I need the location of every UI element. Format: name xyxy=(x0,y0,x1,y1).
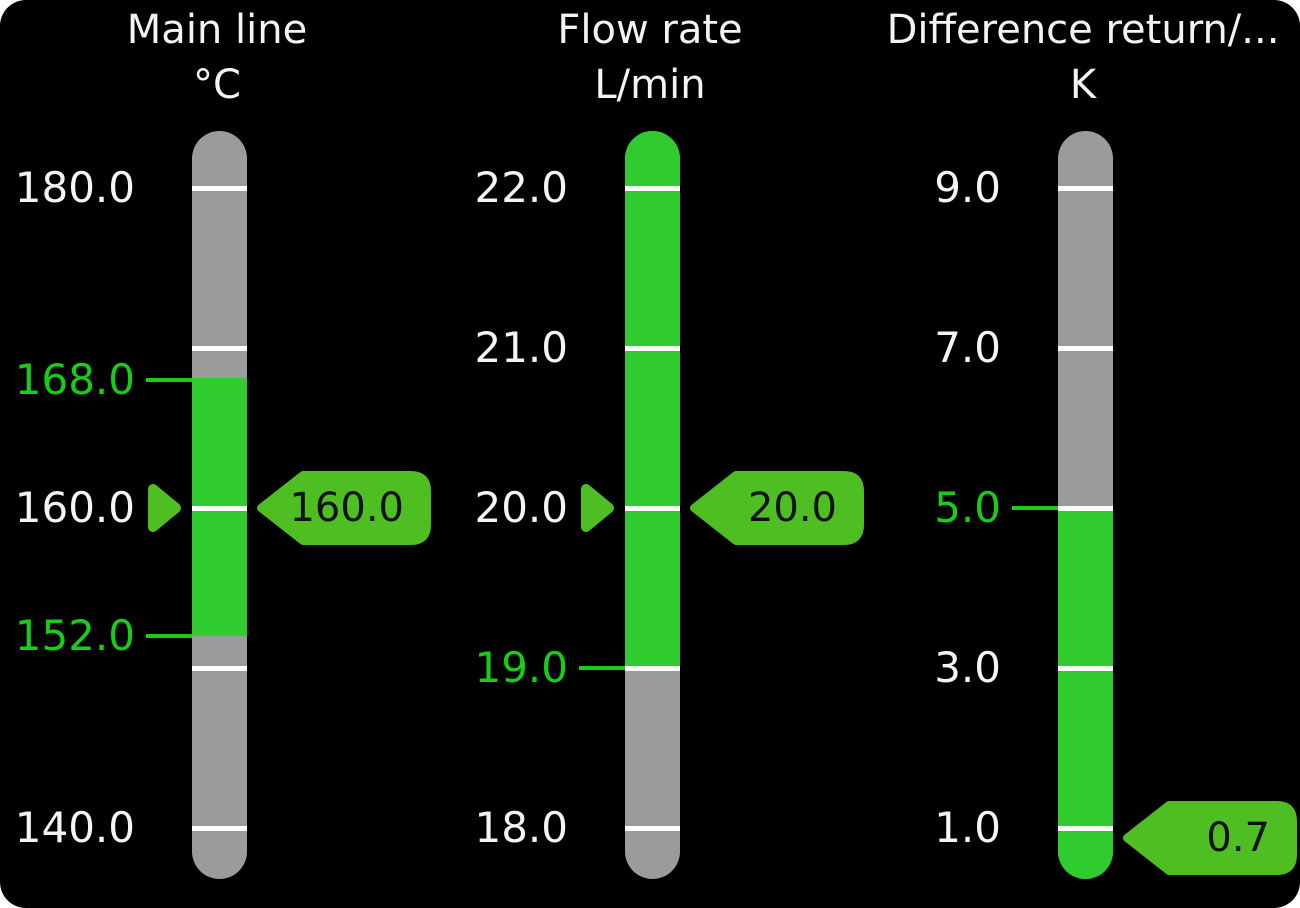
value-tag-label: 160.0 xyxy=(289,485,404,531)
value-tag-arrow-shape xyxy=(257,471,431,545)
threshold-line-high xyxy=(1012,506,1058,510)
gauge-title: Difference return/... xyxy=(886,7,1280,53)
scale-label: 20.0 xyxy=(474,483,568,532)
scale-label: 21.0 xyxy=(474,323,568,372)
value-pointer-icon xyxy=(581,484,614,532)
gauge-ok-zone xyxy=(625,131,680,668)
gauge-ok-zone xyxy=(1058,508,1113,879)
gauge-unit: L/min xyxy=(594,62,706,108)
threshold-label-high: 5.0 xyxy=(934,483,1001,532)
gauge-main-line[interactable]: Main line °C 180.0 168.0 160.0 152.0 140… xyxy=(0,0,434,908)
scale-label: 9.0 xyxy=(934,163,1001,212)
value-tag-label: 20.0 xyxy=(747,485,837,531)
tick-line xyxy=(1058,666,1113,671)
tick-line xyxy=(1058,506,1113,511)
scale-label: 180.0 xyxy=(14,163,135,212)
threshold-label-low: 152.0 xyxy=(14,611,135,660)
value-pointer-icon xyxy=(148,484,181,532)
tick-line xyxy=(625,186,680,191)
tick-line xyxy=(625,506,680,511)
tick-line xyxy=(192,666,247,671)
gauge-difference-return[interactable]: Difference return/... K 9.0 7.0 5.0 3.0 … xyxy=(866,0,1300,908)
scale-label: 1.0 xyxy=(934,803,1001,852)
gauge-bar-track xyxy=(1058,131,1113,879)
tick-line xyxy=(192,826,247,831)
gauge-bar-track xyxy=(625,131,680,879)
tick-line xyxy=(625,346,680,351)
gauge-flow-rate[interactable]: Flow rate L/min 22.0 21.0 20.0 19.0 18.0… xyxy=(433,0,867,908)
gauge-unit: K xyxy=(1069,62,1097,108)
scale-label: 160.0 xyxy=(14,483,135,532)
tick-line xyxy=(192,506,247,511)
scale-label: 140.0 xyxy=(14,803,135,852)
scale-label: 18.0 xyxy=(474,803,568,852)
scale-label: 3.0 xyxy=(934,643,1001,692)
value-tag: 160.0 xyxy=(256,470,432,546)
gauge-title: Flow rate xyxy=(557,7,743,53)
scale-label: 7.0 xyxy=(934,323,1001,372)
value-tag-arrow-shape xyxy=(690,471,864,545)
tick-line xyxy=(625,826,680,831)
tick-line xyxy=(192,346,247,351)
scale-label: 22.0 xyxy=(474,163,568,212)
gauge-title: Main line xyxy=(126,7,308,53)
value-tag: 0.7 xyxy=(1122,800,1298,876)
tick-line xyxy=(625,666,680,671)
gauge-unit: °C xyxy=(193,62,241,108)
value-tag: 20.0 xyxy=(689,470,865,546)
threshold-line-low xyxy=(579,666,625,670)
threshold-label-high: 168.0 xyxy=(14,355,135,404)
tick-line xyxy=(1058,346,1113,351)
threshold-line-low xyxy=(146,634,192,638)
tick-line xyxy=(1058,826,1113,831)
value-tag-arrow-shape xyxy=(1123,801,1297,875)
value-tag-label: 0.7 xyxy=(1206,815,1270,861)
threshold-line-high xyxy=(146,378,192,382)
threshold-label-low: 19.0 xyxy=(474,643,568,692)
gauge-bar-track xyxy=(192,131,247,879)
tick-line xyxy=(192,186,247,191)
tick-line xyxy=(1058,186,1113,191)
